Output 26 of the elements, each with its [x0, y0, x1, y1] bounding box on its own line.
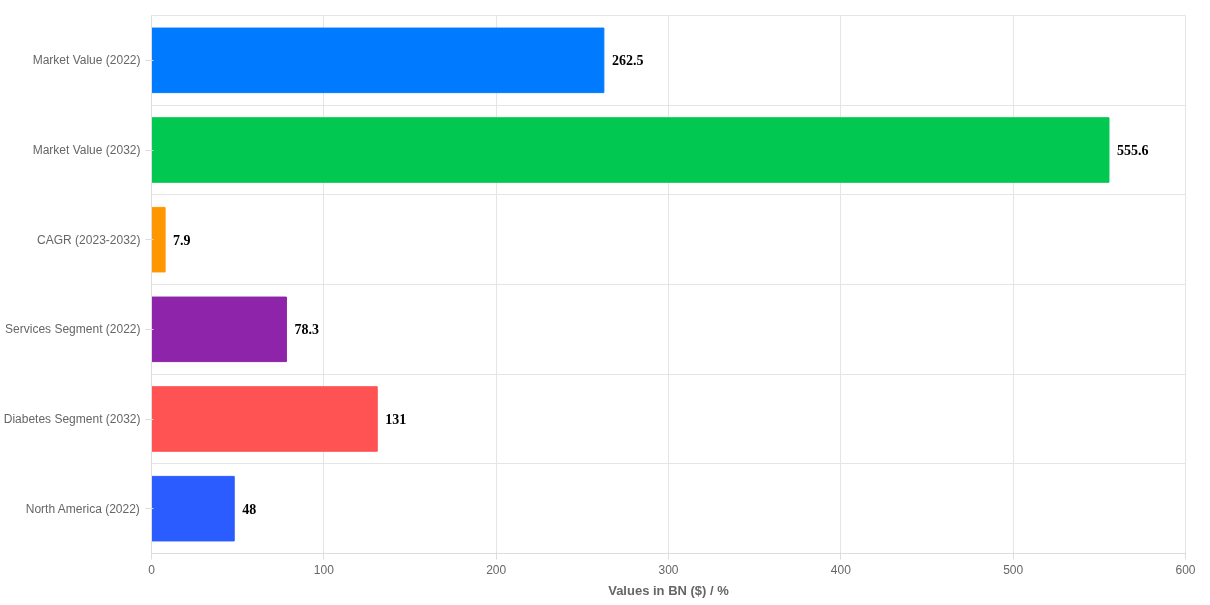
y-tick-label: Market Value (2032)	[32, 143, 141, 157]
data-label: 262.5	[611, 53, 644, 69]
x-tick-label: 0	[148, 562, 156, 577]
bar	[151, 27, 605, 94]
bar	[151, 386, 378, 452]
bar	[151, 296, 287, 363]
y-tick-label: CAGR (2023-2032)	[37, 232, 141, 247]
y-tick-label: Services Segment (2022)	[5, 322, 141, 337]
y-tick-label: Diabetes Segment (2032)	[3, 412, 141, 426]
bar	[151, 117, 1110, 183]
y-tick-label: North America (2022)	[25, 501, 140, 516]
bar	[151, 206, 166, 273]
data-label: 78.3	[294, 322, 319, 338]
x-tick-label: 400	[830, 562, 852, 577]
x-tick-label: 200	[486, 562, 507, 577]
x-tick-label: 300	[658, 562, 679, 577]
x-tick-label: 500	[1003, 562, 1024, 577]
x-tick-label: 100	[313, 562, 335, 577]
x-tick-label: 600	[1175, 562, 1196, 577]
data-label: 7.9	[173, 232, 191, 248]
data-label: 131	[385, 412, 407, 427]
bar	[151, 475, 235, 542]
y-tick-label: Market Value (2022)	[32, 53, 141, 68]
data-label: 555.6	[1116, 143, 1149, 158]
x-axis-title: Values in BN ($) / %	[608, 582, 730, 598]
data-label: 48	[242, 501, 257, 517]
